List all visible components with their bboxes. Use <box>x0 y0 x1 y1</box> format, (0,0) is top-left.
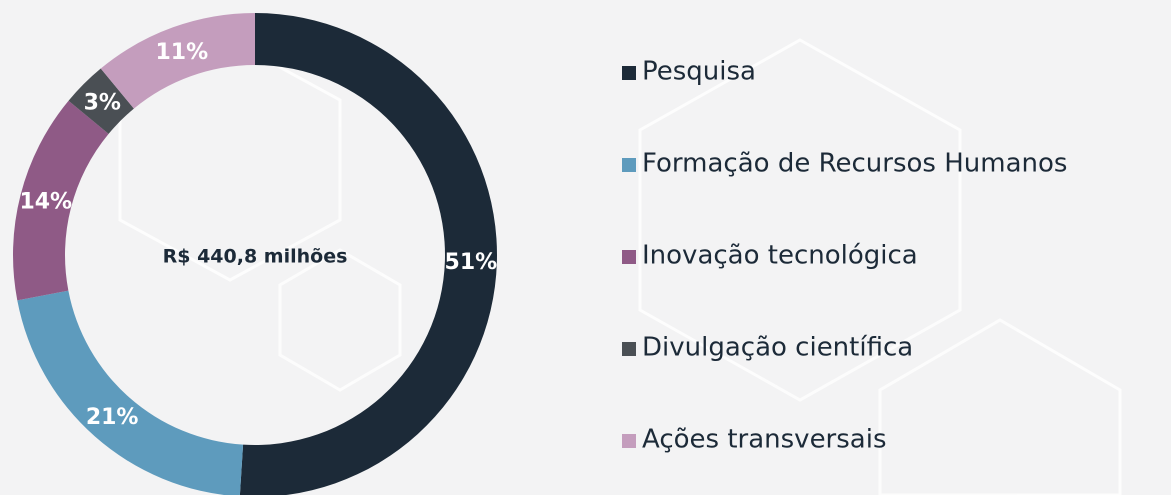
legend-label: Ações transversais <box>642 425 887 455</box>
center-label: R$ 440,8 milhões <box>163 246 348 268</box>
legend: Pesquisa Formação de Recursos Humanos Inov… <box>622 57 1067 455</box>
legend-label: Divulgação científica <box>642 333 913 363</box>
legend-label: Pesquisa <box>642 57 756 87</box>
background-pattern <box>118 38 1122 495</box>
legend-swatch <box>622 342 636 356</box>
slice-label: 51% <box>445 250 498 275</box>
slice-label: 3% <box>84 90 121 115</box>
legend-label: Formação de Recursos Humanos <box>642 149 1067 179</box>
slice-label: 14% <box>19 189 72 214</box>
legend-swatch <box>622 158 636 172</box>
legend-label: Inovação tecnológica <box>642 241 918 271</box>
slice <box>100 13 255 109</box>
legend-swatch <box>622 250 636 264</box>
slice <box>239 13 497 495</box>
slice <box>13 100 109 301</box>
legend-swatch <box>622 434 636 448</box>
slice <box>17 290 244 495</box>
slice-label: 21% <box>86 405 139 430</box>
legend-swatch <box>622 66 636 80</box>
slice-label: 11% <box>155 40 208 65</box>
donut: 51% 21% 14% 3% 11% <box>13 13 497 495</box>
slice <box>68 68 134 134</box>
